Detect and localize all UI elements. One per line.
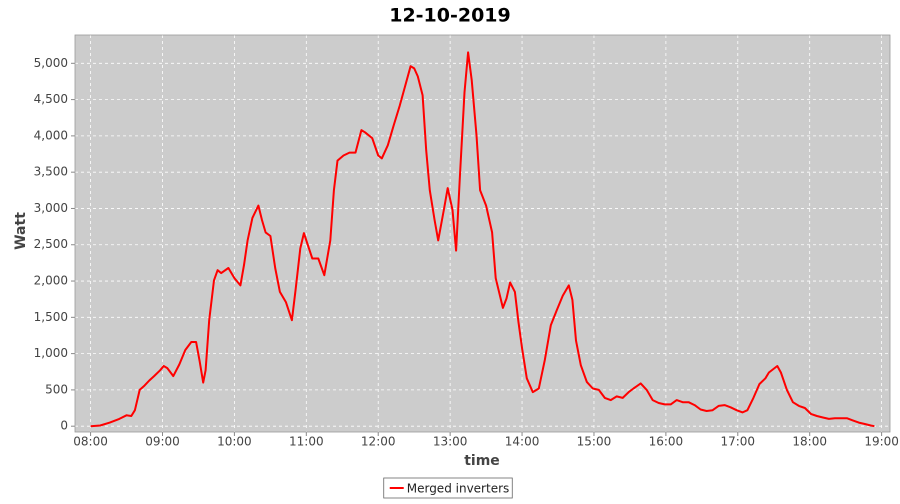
y-tick-label: 4,500 — [34, 92, 68, 106]
x-tick-label: 08:00 — [73, 435, 108, 449]
y-tick-label: 5,000 — [34, 56, 68, 70]
y-axis-label: Watt — [13, 212, 29, 250]
x-tick-label: 11:00 — [289, 435, 324, 449]
y-tick-label: 3,000 — [34, 201, 68, 215]
y-tick-label: 500 — [45, 382, 68, 396]
data-line — [90, 51, 875, 428]
y-tick-label: 1,000 — [34, 346, 68, 360]
x-tick-label: 17:00 — [720, 435, 755, 449]
x-tick-label: 15:00 — [577, 435, 612, 449]
x-tick-label: 19:00 — [864, 435, 899, 449]
x-tick-label: 12:00 — [361, 435, 396, 449]
x-tick-label: 18:00 — [792, 435, 827, 449]
chart-title: 12-10-2019 — [389, 5, 511, 27]
plot-border — [74, 34, 891, 433]
plot-background — [75, 35, 890, 432]
y-tick-label: 1,500 — [34, 310, 68, 324]
y-tick-label: 3,500 — [34, 165, 68, 179]
x-tick-label: 10:00 — [217, 435, 252, 449]
y-tick-label: 2,500 — [34, 237, 68, 251]
legend-label: Merged inverters — [407, 482, 510, 496]
legend: Merged inverters — [383, 477, 513, 499]
y-tick-label: 4,000 — [34, 128, 68, 142]
legend-box — [383, 477, 513, 499]
x-tick-label: 13:00 — [433, 435, 468, 449]
x-tick-label: 16:00 — [649, 435, 684, 449]
x-tick-label: 14:00 — [505, 435, 540, 449]
x-axis-label: time — [464, 453, 500, 469]
x-tick-label: 09:00 — [145, 435, 180, 449]
y-tick-label: 0 — [60, 419, 68, 433]
y-tick-label: 2,000 — [34, 274, 68, 288]
